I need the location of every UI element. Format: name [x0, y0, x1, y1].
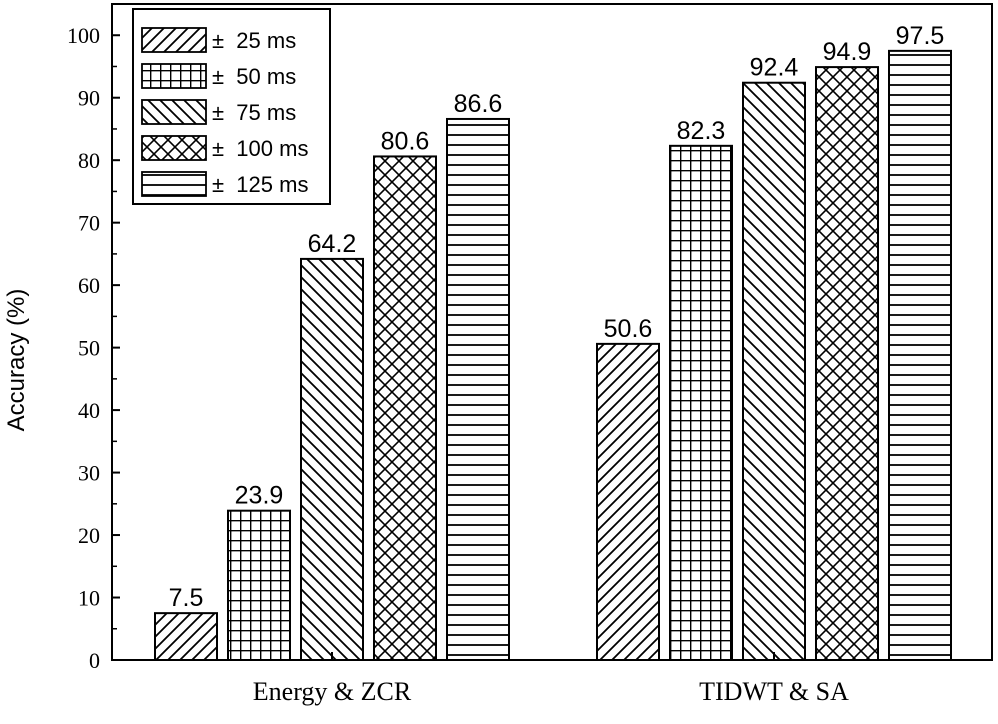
bar — [669, 144, 733, 662]
legend-swatch — [141, 99, 207, 125]
y-tick-label: 80 — [78, 148, 100, 173]
legend-swatch — [141, 135, 207, 161]
y-tick-label: 30 — [78, 461, 100, 486]
y-tick-label: 20 — [78, 523, 100, 548]
data-label: 23.9 — [235, 482, 284, 510]
bar — [596, 342, 660, 661]
data-label: 80.6 — [381, 127, 430, 155]
legend-label: ± 125 ms — [212, 172, 308, 197]
legend: ± 25 ms ± 50 ms ± 75 ms ± 100 ms ± 125 ms — [132, 8, 331, 205]
data-label: 86.6 — [454, 90, 503, 118]
y-tick-label: 0 — [89, 648, 100, 673]
bar — [742, 81, 806, 662]
legend-label: ± 50 ms — [212, 64, 296, 89]
y-axis: 0 10 20 30 40 50 60 70 80 90 100 — [67, 23, 120, 673]
data-label: 82.3 — [677, 117, 726, 145]
y-tick-label: 90 — [78, 86, 100, 111]
bar — [373, 155, 437, 662]
data-label: 92.4 — [750, 54, 799, 82]
plot-border — [111, 3, 993, 661]
y-tick-label: 50 — [78, 336, 100, 361]
data-labels: 7.5 23.9 64.2 80.6 86.6 50.6 82.3 92.4 94.9 97.5 — [169, 22, 945, 612]
legend-swatch — [141, 27, 207, 53]
x-category-label: TIDWT & SA — [699, 677, 849, 706]
legend-swatch — [141, 63, 207, 89]
y-tick-label: 40 — [78, 398, 100, 423]
bar — [154, 612, 218, 662]
bar — [888, 49, 952, 662]
bar — [227, 509, 291, 662]
data-label: 64.2 — [308, 230, 357, 258]
data-label: 50.6 — [604, 315, 653, 343]
data-label: 97.5 — [896, 22, 945, 50]
legend-label: ± 100 ms — [212, 136, 308, 161]
bar — [815, 66, 879, 661]
legend-label: ± 75 ms — [212, 100, 296, 125]
bar — [300, 257, 364, 661]
data-label: 7.5 — [169, 584, 204, 612]
x-axis: Energy & ZCR TIDWT & SA — [253, 652, 849, 706]
legend-label: ± 25 ms — [212, 28, 296, 53]
data-label: 94.9 — [823, 38, 872, 66]
y-tick-label: 70 — [78, 211, 100, 236]
y-tick-label: 10 — [78, 586, 100, 611]
legend-swatch — [141, 171, 207, 197]
bar — [446, 117, 510, 662]
y-tick-label: 60 — [78, 273, 100, 298]
bars — [154, 49, 952, 662]
x-category-label: Energy & ZCR — [253, 677, 412, 706]
y-axis-label: Accuracy (%) — [3, 289, 30, 432]
plot-area — [111, 3, 993, 661]
y-tick-label: 100 — [67, 23, 100, 48]
